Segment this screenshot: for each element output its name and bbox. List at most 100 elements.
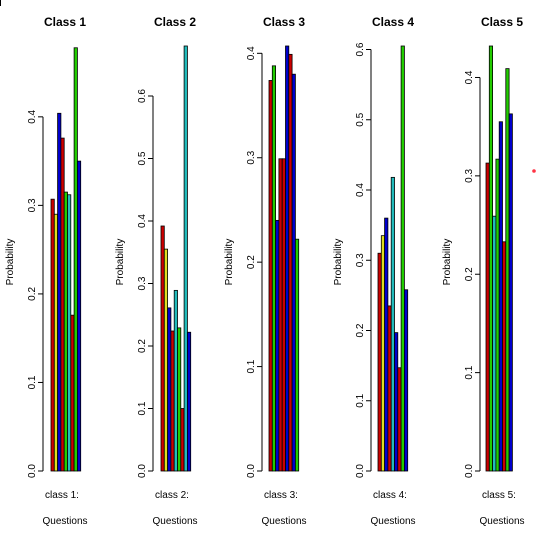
y-tick-label: 0.4: [355, 183, 366, 197]
bar-5: [63, 191, 68, 472]
y-tick-label: 0.2: [355, 323, 366, 337]
chart-title: Class 2: [154, 15, 196, 29]
bar-1: [160, 225, 165, 472]
bar-4: [495, 158, 500, 472]
bar-6: [67, 194, 72, 472]
x-axis-label: Questions: [479, 516, 524, 527]
bar-2: [380, 235, 385, 472]
chart-title: Class 1: [44, 15, 86, 29]
y-tick-label: 0.2: [27, 287, 38, 301]
chart-panel-5: Class 5 0.0 0.1 0.2 0.3 0.4 Probability class 5…: [442, 15, 525, 527]
chart-title: Class 4: [372, 15, 414, 29]
x-category-label: class 5:: [482, 490, 516, 501]
chart-title: Class 5: [481, 15, 523, 29]
bar-6: [177, 327, 182, 472]
y-axis-label: Probability: [333, 239, 344, 286]
y-tick-label: 0.4: [137, 214, 148, 228]
y-tick-label: 0.4: [464, 70, 475, 84]
bar-2: [53, 213, 58, 472]
bar-7: [288, 53, 293, 472]
x-axis-label: Questions: [261, 516, 306, 527]
y-tick-label: 0.0: [464, 464, 475, 478]
bar-3: [384, 217, 389, 472]
chart-panel-4: Class 4 0.0 0.1 0.2 0.3 0.4 0.5 0.6 Probability c…: [333, 15, 416, 527]
y-tick-label: 0.1: [246, 359, 257, 373]
chart-panels: Class 1 0.0 0.1 0.2 0.3 0.4 Probability class 1…: [5, 15, 525, 527]
bar-1: [268, 80, 273, 472]
bar-7: [70, 314, 75, 472]
x-axis-label: Questions: [152, 516, 197, 527]
y-tick-label: 0.3: [246, 150, 257, 164]
x-category-label: class 4:: [373, 490, 407, 501]
bar-4: [278, 158, 283, 472]
bar-9: [77, 160, 82, 472]
x-category-label: class 3:: [264, 490, 298, 501]
y-tick-label: 0.3: [464, 168, 475, 182]
y-axis-label: Probability: [5, 239, 16, 286]
bar-5: [498, 121, 503, 472]
y-tick-label: 0.2: [464, 267, 475, 281]
bar-9: [294, 238, 300, 472]
y-tick-label: 0.3: [137, 276, 148, 290]
y-tick-label: 0.3: [27, 198, 38, 212]
bar-9: [403, 289, 409, 472]
y-tick-label: 0.5: [137, 151, 148, 165]
stray-red-dot: [532, 169, 536, 173]
bar-5: [281, 158, 286, 472]
y-tick-label: 0.0: [137, 464, 148, 478]
bar-1: [485, 162, 490, 472]
bar-1: [377, 252, 382, 472]
y-axis-label: Probability: [224, 239, 235, 286]
bar-8: [508, 113, 513, 472]
y-tick-label: 0.1: [27, 375, 38, 389]
bar-3: [275, 219, 280, 472]
y-tick-label: 0.2: [137, 339, 148, 353]
x-category-label: class 2:: [155, 490, 189, 501]
bar-7: [505, 68, 510, 472]
bar-4: [170, 330, 175, 472]
bar-7: [180, 408, 185, 472]
x-category-label: class 1:: [45, 490, 79, 501]
bar-6: [394, 332, 399, 472]
bar-6: [502, 241, 507, 472]
bar-2: [271, 65, 276, 472]
bar-3: [167, 307, 172, 472]
bar-5: [390, 176, 395, 472]
chart-title: Class 3: [263, 15, 305, 29]
bar-2: [163, 248, 169, 472]
x-axis-label: Questions: [42, 516, 87, 527]
bar-4: [60, 137, 65, 472]
bar-1: [50, 198, 55, 472]
bar-8: [400, 45, 405, 472]
bar-9: [186, 331, 192, 472]
bar-6: [285, 45, 290, 472]
y-tick-label: 0.1: [464, 365, 475, 379]
bar-2: [488, 45, 493, 472]
y-tick-label: 0.0: [27, 464, 38, 478]
bar-4: [387, 305, 392, 472]
bar-8: [73, 47, 78, 472]
y-axis-label: Probability: [115, 239, 126, 286]
y-tick-label: 0.3: [355, 253, 366, 267]
y-tick-label: 0.4: [246, 46, 257, 60]
bar-3: [492, 215, 497, 472]
y-tick-label: 0.6: [137, 89, 148, 103]
y-tick-label: 0.5: [355, 112, 366, 126]
y-tick-label: 0.2: [246, 255, 257, 269]
y-tick-label: 0.6: [355, 42, 366, 56]
y-tick-label: 0.4: [27, 109, 38, 123]
y-tick-label: 0.1: [355, 393, 366, 407]
y-axis-label: Probability: [442, 239, 453, 286]
y-tick-label: 0.0: [355, 464, 366, 478]
y-tick-label: 0.0: [246, 464, 257, 478]
x-axis-label: Questions: [370, 516, 415, 527]
bar-7: [397, 367, 402, 472]
bar-3: [57, 112, 62, 472]
bar-8: [291, 73, 296, 472]
y-tick-label: 0.1: [137, 401, 148, 415]
bar-8: [183, 45, 188, 472]
chart-panel-1: Class 1 0.0 0.1 0.2 0.3 0.4 Probability class 1…: [5, 15, 88, 527]
bar-5: [173, 289, 178, 472]
chart-panel-3: Class 3 0.0 0.1 0.2 0.3 0.4 Probability class 3…: [224, 15, 307, 527]
